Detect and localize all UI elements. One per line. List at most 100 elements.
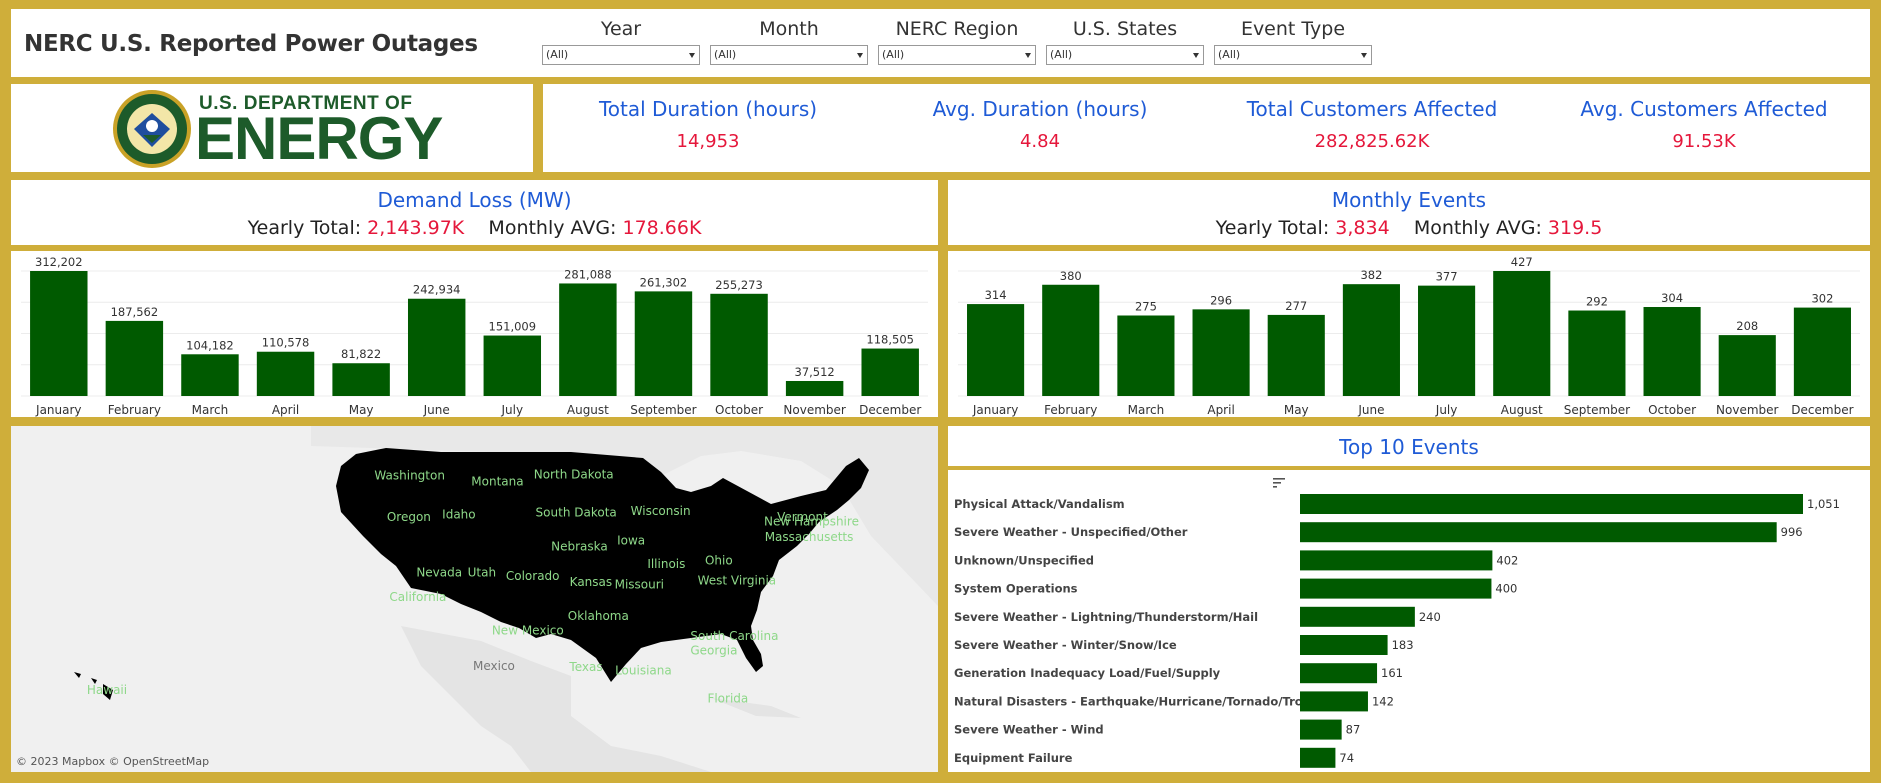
- bar-august[interactable]: [559, 283, 617, 396]
- event-value-label: 240: [1419, 610, 1441, 624]
- category-label: November: [783, 403, 845, 417]
- kpi-total-duration: Total Duration (hours) 14,953: [558, 97, 858, 152]
- yearly-total-value: 2,143.97K: [367, 217, 465, 239]
- filter-event-type-select[interactable]: (All): [1214, 45, 1372, 65]
- mexico-label: Mexico: [473, 659, 515, 673]
- bar-may[interactable]: [332, 363, 390, 396]
- bar-value-label: 37,512: [795, 365, 835, 379]
- bar-june[interactable]: [1342, 284, 1400, 396]
- bar-august[interactable]: [1493, 271, 1551, 396]
- event-value-label: 161: [1381, 666, 1403, 680]
- bar-value-label: 187,562: [111, 305, 159, 319]
- bar-value-label: 281,088: [564, 267, 612, 281]
- event-bar[interactable]: [1300, 522, 1777, 543]
- sort-icon[interactable]: [1273, 478, 1285, 488]
- filter-us-states-select[interactable]: (All): [1046, 45, 1204, 65]
- bar-value-label: 208: [1736, 319, 1758, 333]
- filter-nerc-region-value: (All): [882, 48, 905, 61]
- event-bar[interactable]: [1300, 719, 1342, 740]
- state-label: Ohio: [705, 554, 733, 568]
- bar-value-label: 275: [1135, 299, 1157, 313]
- bar-april[interactable]: [256, 351, 315, 396]
- bar-value-label: 277: [1285, 299, 1307, 313]
- event-bar[interactable]: [1300, 635, 1388, 655]
- event-value-label: 402: [1496, 553, 1518, 567]
- doe-line2: ENERGY: [195, 105, 443, 172]
- event-category-label: Severe Weather - Winter/Snow/Ice: [954, 638, 1177, 652]
- filter-month: Month (All): [710, 17, 868, 65]
- event-category-label: Equipment Failure: [954, 751, 1073, 765]
- event-bar[interactable]: [1300, 550, 1493, 571]
- state-label: Massachusetts: [765, 530, 854, 544]
- event-bar[interactable]: [1300, 494, 1803, 514]
- kpi-label: Avg. Customers Affected: [1580, 97, 1828, 121]
- bar-february[interactable]: [105, 320, 164, 396]
- state-label: Missouri: [615, 577, 664, 591]
- monthly-avg-label: Monthly AVG:: [1413, 217, 1548, 239]
- category-label: May: [1284, 403, 1309, 417]
- event-bar[interactable]: [1300, 606, 1415, 627]
- bar-november[interactable]: [785, 380, 844, 396]
- event-value-label: 400: [1495, 582, 1517, 596]
- bar-january[interactable]: [30, 271, 88, 396]
- bar-march[interactable]: [181, 354, 239, 396]
- event-category-label: Unknown/Unspecified: [954, 553, 1094, 567]
- filter-nerc-region: NERC Region (All): [878, 17, 1036, 65]
- event-bar[interactable]: [1300, 691, 1368, 712]
- kpi-total-customers: Total Customers Affected 282,825.62K: [1222, 97, 1522, 152]
- bar-december[interactable]: [861, 348, 919, 396]
- filter-event-type-label: Event Type: [1240, 18, 1346, 40]
- event-bar[interactable]: [1300, 747, 1336, 768]
- chevron-down-icon: [857, 53, 863, 58]
- kpi-value: 282,825.62K: [1314, 131, 1430, 152]
- state-label: West Virginia: [698, 574, 777, 588]
- doe-logo-panel: U.S. DEPARTMENT OF ENERGY: [11, 84, 533, 172]
- filter-year: Year (All): [542, 17, 700, 65]
- category-label: August: [567, 403, 609, 417]
- bar-july[interactable]: [483, 335, 542, 396]
- filter-month-value: (All): [714, 48, 737, 61]
- chevron-down-icon: [1361, 53, 1367, 58]
- bar-july[interactable]: [1418, 285, 1476, 396]
- filter-month-select[interactable]: (All): [710, 45, 868, 65]
- state-label: Illinois: [647, 557, 685, 571]
- state-label: Wisconsin: [631, 504, 691, 518]
- monthly-avg-value: 319.5: [1547, 217, 1603, 239]
- bar-september[interactable]: [1568, 310, 1626, 396]
- event-value-label: 183: [1392, 638, 1414, 652]
- bar-march[interactable]: [1117, 315, 1175, 396]
- bar-april[interactable]: [1192, 309, 1250, 396]
- bar-january[interactable]: [967, 304, 1025, 396]
- bar-november[interactable]: [1718, 335, 1776, 396]
- filter-us-states-label: U.S. States: [1072, 18, 1178, 40]
- filter-year-select[interactable]: (All): [542, 45, 700, 65]
- event-bar[interactable]: [1300, 578, 1492, 599]
- top-events-header: Top 10 Events: [948, 426, 1870, 466]
- bar-february[interactable]: [1042, 284, 1100, 396]
- bar-october[interactable]: [710, 293, 768, 396]
- bar-value-label: 151,009: [489, 320, 537, 334]
- state-label: Colorado: [506, 569, 560, 583]
- state-label: Nevada: [416, 565, 462, 579]
- bar-value-label: 292: [1586, 295, 1608, 309]
- mexico-landmass: [401, 626, 711, 772]
- category-label: January: [35, 403, 82, 417]
- bar-june[interactable]: [407, 298, 466, 396]
- bar-value-label: 302: [1811, 292, 1833, 306]
- us-map-canvas[interactable]: Washington Montana North Dakota Oregon Idaho…: [11, 426, 938, 772]
- kpi-label: Total Duration (hours): [598, 97, 818, 121]
- bar-october[interactable]: [1643, 307, 1701, 396]
- category-label: October: [1648, 403, 1696, 417]
- contiguous-us-shape[interactable]: [336, 448, 869, 682]
- filter-event-type-value: (All): [1218, 48, 1241, 61]
- event-bar[interactable]: [1300, 663, 1378, 684]
- bar-december[interactable]: [1793, 307, 1851, 396]
- category-label: February: [108, 403, 161, 417]
- bar-september[interactable]: [634, 291, 693, 396]
- event-category-label: Physical Attack/Vandalism: [954, 497, 1125, 511]
- category-label: February: [1044, 403, 1097, 417]
- us-outage-map[interactable]: Washington Montana North Dakota Oregon Idaho…: [11, 426, 938, 772]
- filter-nerc-region-select[interactable]: (All): [878, 45, 1036, 65]
- filter-us-states: U.S. States (All): [1046, 17, 1204, 65]
- bar-may[interactable]: [1267, 314, 1325, 396]
